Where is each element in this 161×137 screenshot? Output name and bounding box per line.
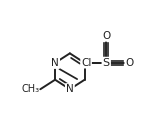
Text: Cl: Cl [81,58,91,68]
Text: N: N [66,84,74,94]
Text: O: O [102,31,110,41]
Text: N: N [51,58,59,68]
Text: S: S [103,58,110,68]
Text: O: O [125,58,133,68]
Text: CH₃: CH₃ [22,84,40,94]
